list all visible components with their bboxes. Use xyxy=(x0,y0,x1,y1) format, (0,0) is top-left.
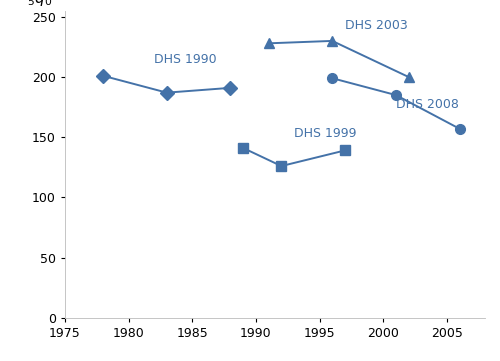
Text: DHS 1999: DHS 1999 xyxy=(294,127,356,140)
Text: $_{5}q_{0}$: $_{5}q_{0}$ xyxy=(27,0,52,8)
Text: DHS 2003: DHS 2003 xyxy=(345,19,408,32)
Text: DHS 1990: DHS 1990 xyxy=(154,53,216,66)
Text: DHS 2008: DHS 2008 xyxy=(396,98,459,111)
